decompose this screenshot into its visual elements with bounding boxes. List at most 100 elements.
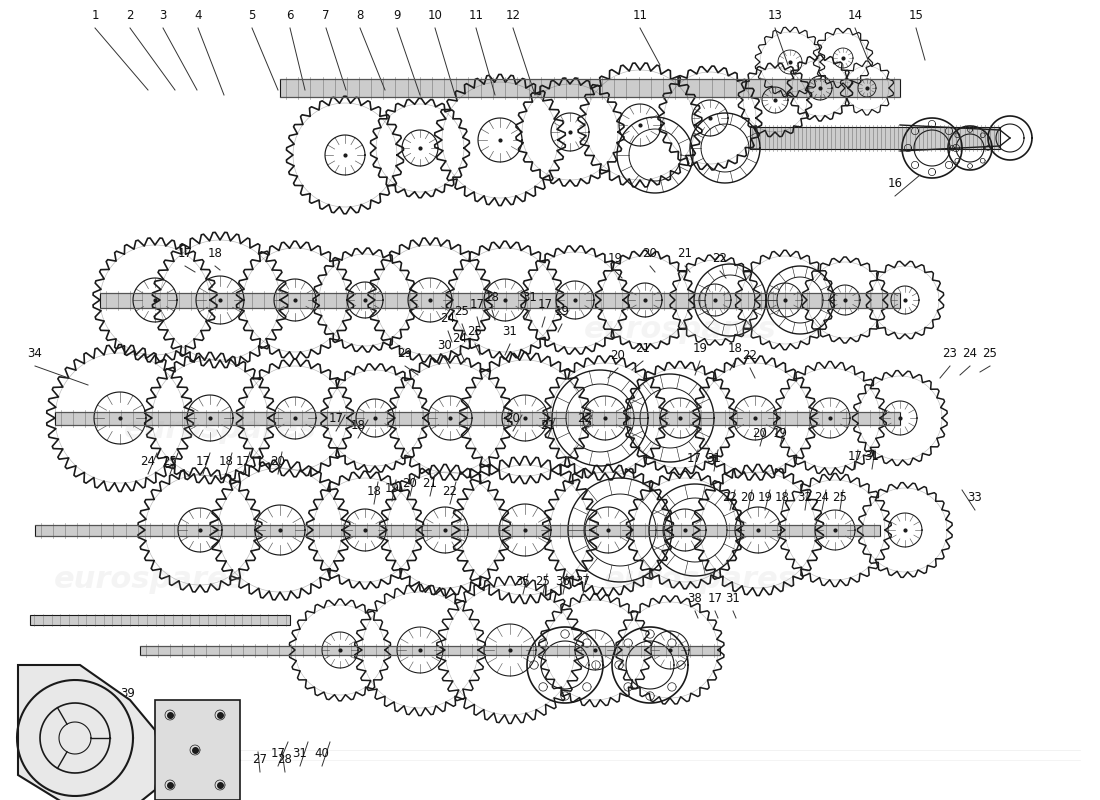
Text: 16: 16: [888, 177, 902, 190]
Text: 29: 29: [397, 347, 412, 360]
Text: 34: 34: [28, 347, 43, 360]
Text: 19: 19: [758, 491, 772, 504]
Text: 18: 18: [727, 342, 742, 355]
Text: 30: 30: [438, 339, 452, 352]
Text: 17: 17: [235, 455, 251, 468]
Text: 17: 17: [686, 452, 702, 465]
Text: 17: 17: [847, 450, 862, 463]
Text: 12: 12: [506, 9, 520, 22]
Text: 20: 20: [610, 349, 626, 362]
Text: 5: 5: [249, 9, 255, 22]
Text: 3: 3: [160, 9, 167, 22]
Text: 19: 19: [607, 252, 623, 265]
Text: 18: 18: [485, 291, 499, 304]
FancyBboxPatch shape: [140, 646, 720, 654]
Text: 17: 17: [329, 412, 343, 425]
Text: 6: 6: [286, 9, 294, 22]
Text: 20: 20: [506, 412, 520, 425]
Text: 7: 7: [322, 9, 330, 22]
Text: 23: 23: [943, 347, 957, 360]
Text: 17: 17: [470, 298, 484, 311]
Text: 22: 22: [713, 252, 727, 265]
Text: 39: 39: [121, 687, 135, 700]
Text: 17: 17: [707, 592, 723, 605]
FancyBboxPatch shape: [750, 127, 1000, 149]
FancyBboxPatch shape: [30, 615, 290, 625]
Text: 32: 32: [798, 491, 813, 504]
Text: 18: 18: [208, 247, 222, 260]
Text: 20: 20: [271, 455, 285, 468]
Text: 27: 27: [253, 753, 267, 766]
Text: 18: 18: [366, 485, 382, 498]
Text: 2: 2: [126, 9, 134, 22]
Text: 9: 9: [394, 9, 400, 22]
Text: eurospares: eurospares: [54, 566, 246, 594]
Text: 22: 22: [723, 491, 737, 504]
Text: 28: 28: [277, 753, 293, 766]
Text: 25: 25: [454, 305, 470, 318]
Text: 14: 14: [847, 9, 862, 22]
Text: 24: 24: [141, 455, 155, 468]
Polygon shape: [155, 700, 240, 800]
Text: 17: 17: [177, 247, 192, 260]
Text: 21: 21: [636, 342, 650, 355]
Text: eurospares: eurospares: [604, 566, 796, 594]
Text: 18: 18: [774, 491, 790, 504]
Text: 8: 8: [196, 753, 204, 766]
Text: 21: 21: [678, 247, 693, 260]
Text: 7: 7: [163, 753, 170, 766]
Text: 24: 24: [962, 347, 978, 360]
FancyBboxPatch shape: [35, 525, 880, 535]
FancyBboxPatch shape: [55, 411, 900, 425]
Text: 10: 10: [428, 9, 442, 22]
Text: 40: 40: [315, 747, 329, 760]
Text: 4: 4: [195, 9, 201, 22]
Text: 20: 20: [403, 477, 417, 490]
Text: 31: 31: [865, 450, 879, 463]
Text: 24: 24: [440, 312, 455, 325]
Text: 13: 13: [768, 9, 782, 22]
Text: 8: 8: [356, 9, 364, 22]
Text: 18: 18: [219, 455, 233, 468]
Text: 15: 15: [909, 9, 923, 22]
Text: 21: 21: [422, 477, 438, 490]
Text: 20: 20: [642, 247, 658, 260]
Text: 17: 17: [271, 747, 286, 760]
Text: 31: 31: [293, 747, 307, 760]
FancyBboxPatch shape: [100, 293, 900, 307]
Text: 38: 38: [688, 592, 703, 605]
Text: 19: 19: [693, 342, 707, 355]
Text: 25: 25: [468, 325, 483, 338]
Text: 11: 11: [469, 9, 484, 22]
Text: 22: 22: [742, 349, 758, 362]
Text: 11: 11: [632, 9, 648, 22]
Text: 1: 1: [91, 9, 99, 22]
Text: 31: 31: [80, 687, 96, 700]
Text: 20: 20: [752, 427, 768, 440]
FancyBboxPatch shape: [280, 79, 900, 97]
Text: 24: 24: [452, 332, 468, 345]
Text: 19: 19: [99, 687, 114, 700]
Text: 22: 22: [578, 412, 593, 425]
Text: 21: 21: [540, 419, 556, 432]
Text: eurospares: eurospares: [584, 315, 777, 345]
Text: 31: 31: [726, 592, 740, 605]
Text: 17: 17: [196, 455, 210, 468]
Text: eurospares: eurospares: [123, 415, 317, 445]
Text: 24: 24: [814, 491, 829, 504]
Text: 18: 18: [351, 419, 365, 432]
Text: 17: 17: [538, 298, 552, 311]
Text: 36: 36: [556, 575, 571, 588]
Text: 22: 22: [442, 485, 458, 498]
Text: 26: 26: [227, 753, 242, 766]
Text: 31: 31: [706, 452, 722, 465]
Text: 35: 35: [516, 575, 530, 588]
Text: 33: 33: [968, 491, 982, 504]
Text: 19: 19: [554, 305, 570, 318]
Text: 19: 19: [385, 482, 399, 495]
Text: 25: 25: [982, 347, 998, 360]
Text: 37: 37: [575, 575, 591, 588]
Text: 20: 20: [740, 491, 756, 504]
Text: 25: 25: [833, 491, 847, 504]
Text: 25: 25: [163, 455, 177, 468]
